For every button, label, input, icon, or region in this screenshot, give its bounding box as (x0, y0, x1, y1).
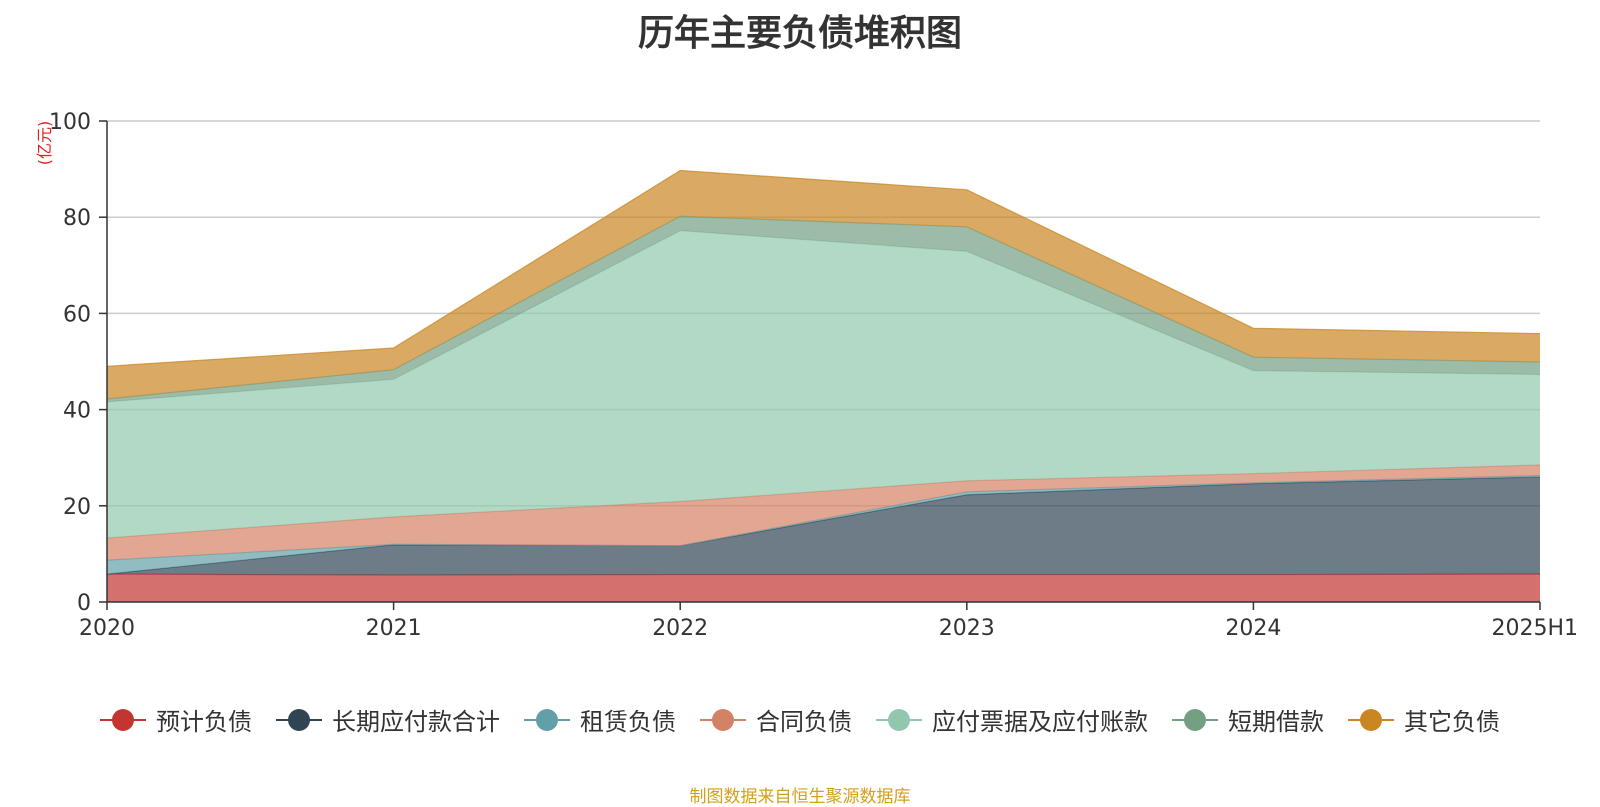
legend-label: 长期应付款合计 (332, 708, 500, 736)
area-line-3 (106, 464, 1541, 539)
axes (106, 121, 1540, 603)
source-note: 制图数据来自恒生聚源数据库 (689, 787, 911, 807)
legend-marker-icon (276, 706, 322, 734)
legend-item[interactable]: 应付票据及应付账款 (876, 702, 1148, 737)
legend-item[interactable]: 预计负债 (100, 702, 252, 737)
tick-labels: 0 20 40 60 80 100 2020 2021 2022 2023 2024 2025H1 (49, 110, 1578, 641)
area-series-3 (107, 464, 1540, 561)
legend-label: 租赁负债 (580, 708, 676, 736)
y-tick-label: 40 (63, 399, 91, 424)
legend-marker-icon (100, 706, 146, 734)
area-series-0 (107, 574, 1540, 602)
legend-marker-icon (700, 706, 746, 734)
y-tick-label: 60 (63, 302, 91, 327)
area-series (106, 169, 1541, 602)
x-tick-label: 2020 (79, 616, 135, 641)
legend-marker-icon (1348, 706, 1394, 734)
y-tick-label: 20 (63, 495, 91, 520)
y-tick-label: 100 (49, 110, 91, 135)
legend: 预计负债 长期应付款合计 租赁负债 合同负债 应付票据及应付账款 短期借款 其它负债 (0, 702, 1600, 737)
legend-marker-icon (524, 706, 570, 734)
x-tick-label: 2023 (939, 616, 995, 641)
legend-item[interactable]: 短期借款 (1172, 702, 1324, 737)
legend-marker-icon (1172, 706, 1218, 734)
chart-title: 历年主要负债堆积图 (637, 13, 962, 54)
y-axis-unit-label: (亿元) (35, 121, 54, 166)
legend-marker-icon (876, 706, 922, 734)
legend-label: 合同负债 (756, 708, 852, 736)
area-series-4 (107, 230, 1540, 539)
legend-label: 应付票据及应付账款 (932, 708, 1148, 736)
legend-label: 其它负债 (1404, 708, 1500, 736)
legend-item[interactable]: 合同负债 (700, 702, 852, 737)
area-series-1 (107, 476, 1540, 576)
legend-item[interactable]: 租赁负债 (524, 702, 676, 737)
legend-label: 短期借款 (1228, 708, 1324, 736)
area-line-6 (106, 169, 1541, 367)
area-series-6 (107, 170, 1540, 400)
legend-item[interactable]: 长期应付款合计 (276, 702, 500, 737)
y-tick-label: 80 (63, 206, 91, 231)
legend-item[interactable]: 其它负债 (1348, 702, 1500, 737)
x-tick-label: 2024 (1225, 616, 1281, 641)
x-tick-label: 2022 (652, 616, 708, 641)
x-tick-label: 2025H1 (1491, 616, 1578, 641)
x-tick-label: 2021 (366, 616, 422, 641)
legend-label: 预计负债 (156, 708, 252, 736)
y-tick-label: 0 (77, 591, 91, 616)
